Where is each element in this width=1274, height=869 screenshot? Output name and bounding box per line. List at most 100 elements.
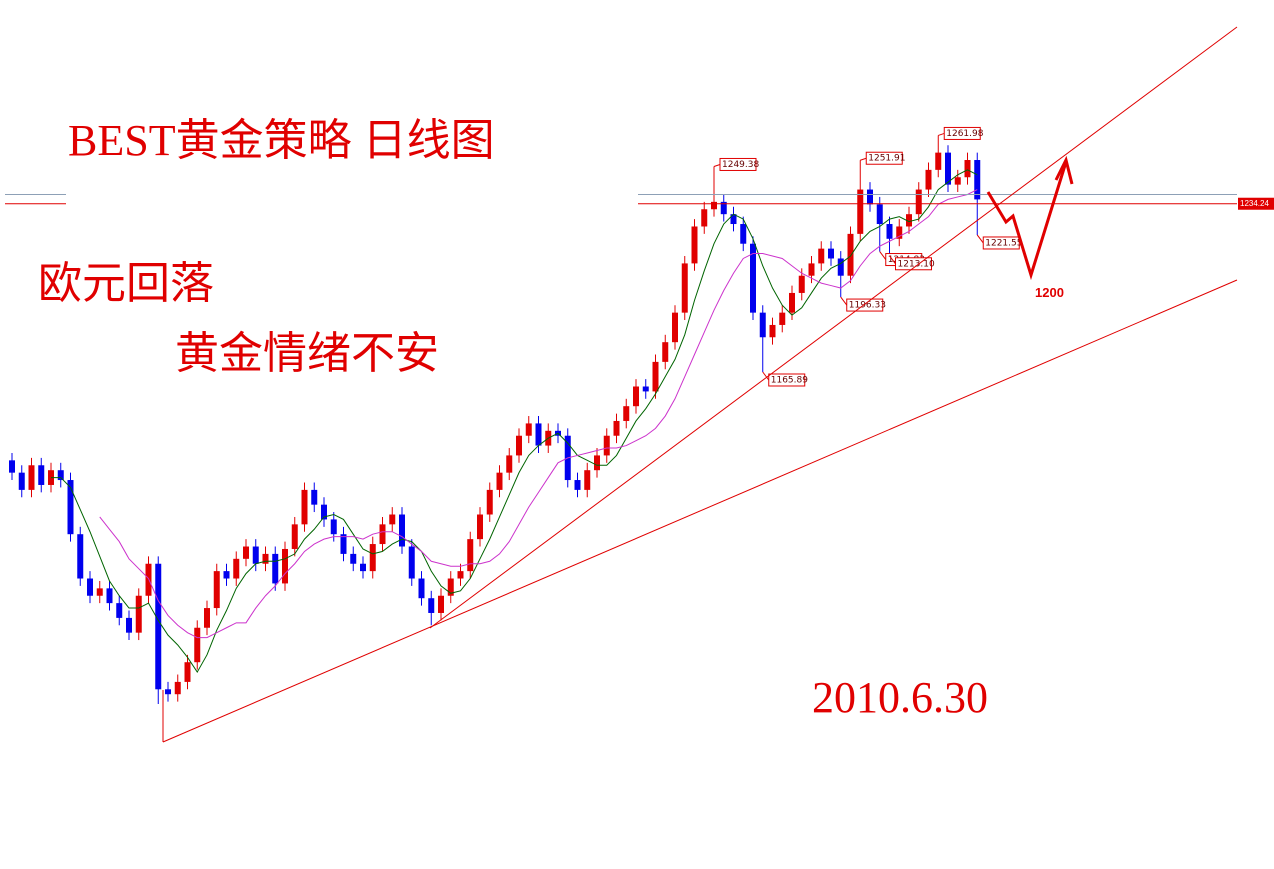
- candle-body: [525, 423, 532, 436]
- candle-body: [184, 662, 191, 682]
- label-leader: [840, 296, 848, 306]
- candle-body: [720, 201, 727, 215]
- candle-body: [369, 544, 376, 572]
- forecast-arrow: [986, 161, 1068, 281]
- label-box: [846, 298, 884, 312]
- candle-body: [28, 465, 35, 490]
- candle-body: [769, 324, 776, 338]
- price-label: 1165.89: [771, 375, 808, 385]
- candle-body: [623, 406, 630, 421]
- label-leader: [938, 132, 945, 136]
- annotation: 黄金情绪不安: [175, 329, 439, 378]
- candle-body: [96, 588, 103, 596]
- candle-body: [740, 224, 747, 244]
- candle-body: [165, 689, 171, 695]
- candle-body: [906, 214, 912, 227]
- candle-body: [428, 598, 435, 613]
- target-label: 1200: [1035, 285, 1064, 300]
- candle-body: [213, 571, 220, 609]
- candle-body: [681, 263, 688, 313]
- price-label: 1249.38: [722, 160, 759, 170]
- drawings: [162, 26, 1238, 743]
- candle-body: [321, 504, 327, 520]
- candle-body: [594, 455, 600, 471]
- candle-body: [408, 546, 415, 579]
- candle-body: [662, 342, 669, 362]
- candle-body: [18, 472, 25, 490]
- candle-body: [174, 681, 181, 695]
- candle-body: [282, 548, 288, 584]
- candle-body: [857, 189, 864, 234]
- candle-body: [574, 480, 581, 490]
- candle-body: [272, 553, 279, 584]
- moving-average: [51, 169, 978, 674]
- trend-line: [429, 26, 1238, 629]
- candle-body: [730, 214, 737, 225]
- candle-body: [535, 423, 542, 446]
- annotation: 欧元回落: [38, 259, 214, 308]
- candle-body: [837, 258, 844, 276]
- label-leader: [713, 163, 721, 167]
- price-label: 1196.33: [849, 301, 886, 311]
- candle-body: [974, 160, 981, 200]
- candle-body: [38, 465, 45, 485]
- candle-body: [701, 209, 708, 227]
- candle-body: [925, 169, 932, 190]
- candle-body: [126, 617, 132, 633]
- candle-body: [301, 489, 308, 525]
- label-leader: [860, 157, 867, 161]
- candle-body: [447, 578, 454, 596]
- candle-body: [935, 152, 942, 170]
- candle-body: [311, 489, 318, 505]
- candle-body: [945, 152, 951, 185]
- candle-body: [252, 546, 259, 564]
- candle-body: [642, 386, 649, 392]
- candle-body: [876, 204, 883, 225]
- candle-body: [57, 470, 64, 481]
- candle-body: [389, 514, 396, 525]
- candle-body: [808, 263, 815, 276]
- candle-body: [291, 524, 298, 549]
- candle-body: [116, 603, 123, 618]
- candle-body: [418, 578, 425, 599]
- candle-body: [106, 588, 113, 604]
- candle-body: [360, 563, 366, 572]
- price-label: 1261.98: [946, 129, 983, 139]
- candle-body: [633, 386, 639, 407]
- label-leader: [762, 371, 770, 381]
- candle-body: [9, 460, 15, 473]
- candle-body: [798, 275, 805, 293]
- trend-line: [162, 279, 1238, 743]
- candle-body: [964, 160, 971, 178]
- candle-body: [233, 558, 240, 579]
- price-tag-label: 1234.24: [1240, 199, 1269, 208]
- price-tag: [1238, 197, 1274, 210]
- candle-body: [340, 534, 347, 554]
- date-label: 2010.6.30: [812, 673, 988, 722]
- chart-title: BEST黄金策略 日线图: [68, 116, 495, 165]
- candle-body: [243, 546, 249, 559]
- candle-body: [915, 189, 922, 215]
- candle-body: [691, 226, 698, 264]
- moving-average: [99, 189, 978, 639]
- candle-body: [194, 627, 201, 663]
- candle-body: [477, 514, 483, 540]
- candle-body: [603, 435, 610, 456]
- label-leader: [879, 251, 887, 260]
- candle-body: [223, 571, 230, 579]
- candle-body: [750, 243, 756, 313]
- candle-body: [672, 312, 678, 343]
- candle-body: [67, 480, 74, 535]
- candle-body: [867, 189, 873, 205]
- candle-body: [584, 470, 591, 490]
- candle-body: [818, 248, 825, 264]
- label-leader: [976, 234, 984, 244]
- candle-body: [438, 595, 444, 613]
- candle-body: [262, 553, 269, 564]
- label-box: [719, 157, 757, 171]
- candle-body: [87, 578, 93, 596]
- label-box: [982, 236, 1020, 250]
- candle-body: [779, 312, 786, 325]
